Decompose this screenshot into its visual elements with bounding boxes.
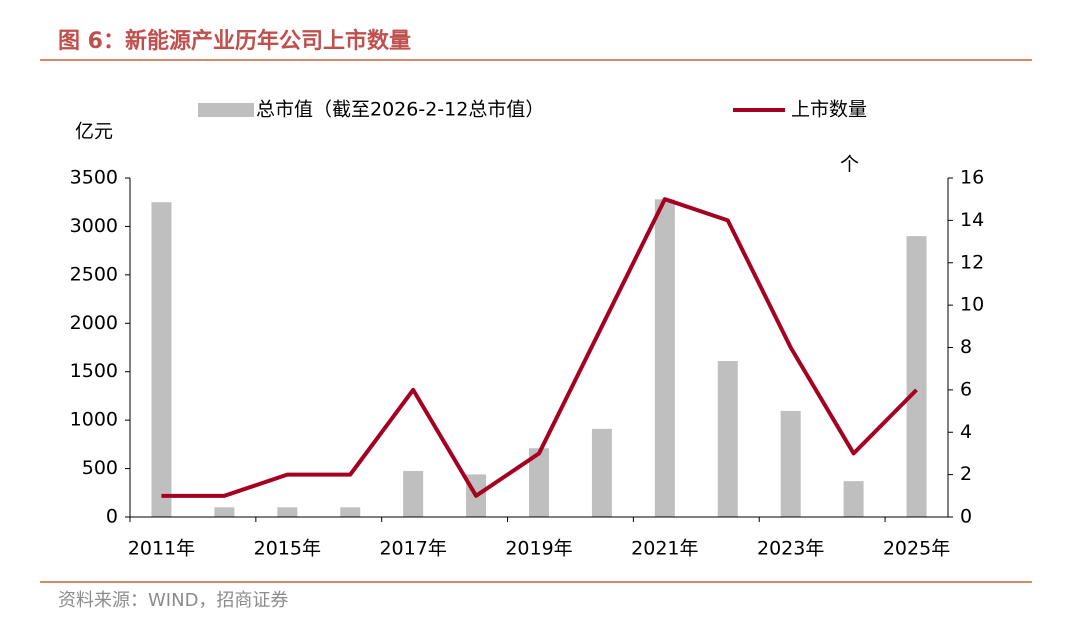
y2-tick-label: 2 <box>960 463 972 485</box>
y-tick-label: 1500 <box>70 360 118 382</box>
y2-tick-label: 16 <box>960 167 984 189</box>
bar <box>340 507 361 517</box>
legend-label: 总市值（截至2026-2-12总市值） <box>256 99 544 121</box>
bar <box>780 410 801 517</box>
line <box>161 197 918 498</box>
x-tick-label: 2019年 <box>505 538 572 560</box>
y-axis-label: 亿元 <box>75 121 113 143</box>
y2-tick-label: 10 <box>960 294 984 316</box>
x-tick-label: 2021年 <box>631 538 698 560</box>
source: 资料来源：WIND，招商证券 <box>58 590 288 611</box>
x-tick-label: 2017年 <box>379 538 446 560</box>
bar <box>151 202 172 517</box>
y-tick-label: 2000 <box>70 312 118 334</box>
legend-swatch <box>198 103 254 117</box>
y-tick-label: 3500 <box>70 167 118 189</box>
bar <box>717 361 738 517</box>
bar <box>906 236 927 517</box>
bar <box>591 428 612 517</box>
y-tick-label: 2500 <box>70 263 118 285</box>
bar <box>277 507 298 517</box>
x-tick-label: 2023年 <box>757 538 824 560</box>
y2-axis-label: 个 <box>840 154 859 176</box>
y-tick-label: 0 <box>106 506 118 528</box>
y2-tick-label: 14 <box>960 209 984 231</box>
y2-tick-label: 8 <box>960 336 972 358</box>
chart-title: 图 6：新能源产业历年公司上市数量 <box>58 28 411 54</box>
y2-tick-label: 4 <box>960 421 972 443</box>
legend-label: 上市数量 <box>791 99 867 121</box>
y-tick-label: 1000 <box>70 409 118 431</box>
y-tick-label: 3000 <box>70 215 118 237</box>
bar <box>529 448 549 517</box>
bar <box>843 481 864 517</box>
x-tick-label: 2011年 <box>128 538 195 560</box>
y2-tick-label: 6 <box>960 378 972 400</box>
bar <box>403 470 424 517</box>
bar <box>654 199 675 517</box>
y2-tick-label: 0 <box>960 506 972 528</box>
x-tick-label: 2025年 <box>883 538 950 560</box>
y-tick-label: 500 <box>82 457 118 479</box>
x-tick-label: 2015年 <box>254 538 321 560</box>
y2-tick-label: 12 <box>960 251 984 273</box>
bar <box>214 507 235 517</box>
